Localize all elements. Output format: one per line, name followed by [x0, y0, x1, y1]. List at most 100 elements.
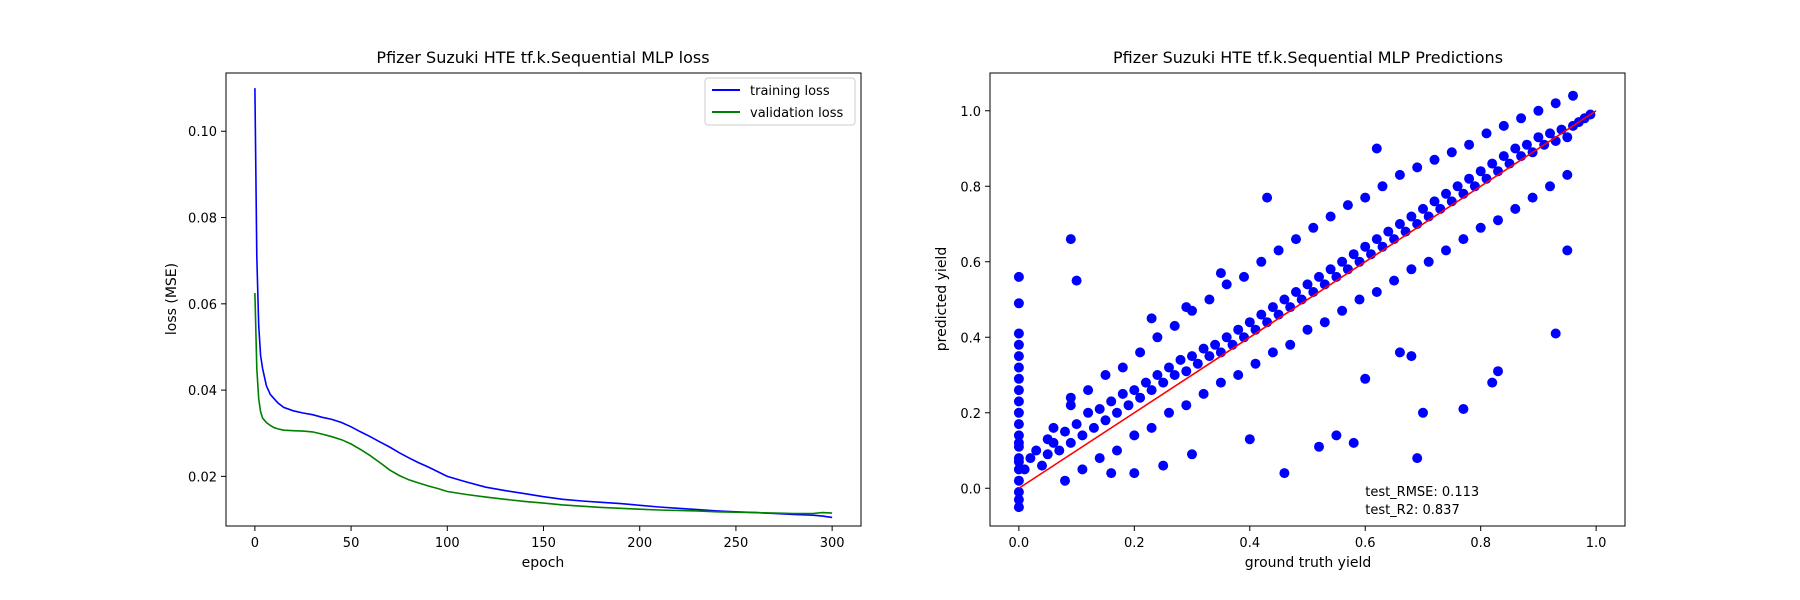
- loss-ytick-label: 0.06: [188, 298, 217, 313]
- prediction-point: [1013, 351, 1024, 362]
- predictions-chart: Pfizer Suzuki HTE tf.k.Sequential MLP Pr…: [934, 48, 1626, 571]
- prediction-point: [1060, 475, 1070, 486]
- prediction-point: [1291, 234, 1301, 245]
- prediction-point: [1550, 328, 1561, 339]
- prediction-point: [1441, 188, 1451, 199]
- pred-xtick-label: 0.4: [1239, 536, 1260, 551]
- prediction-point: [1423, 256, 1434, 267]
- prediction-point: [1129, 430, 1140, 441]
- loss-chart-frame: [225, 72, 862, 527]
- prediction-point: [1406, 351, 1417, 362]
- prediction-point: [1175, 354, 1186, 365]
- pred-ytick-label: 0.6: [960, 256, 981, 271]
- prediction-point: [1140, 377, 1151, 388]
- prediction-point: [1135, 392, 1146, 403]
- prediction-point: [1308, 222, 1319, 233]
- prediction-point: [1065, 400, 1076, 411]
- prediction-point: [1013, 298, 1024, 309]
- prediction-point: [1302, 324, 1313, 335]
- prediction-point: [1146, 385, 1157, 396]
- prediction-point: [1013, 362, 1024, 373]
- prediction-point: [1256, 256, 1267, 267]
- loss-chart: Pfizer Suzuki HTE tf.k.Sequential MLP lo…: [164, 48, 862, 571]
- prediction-point: [1545, 128, 1555, 139]
- pred-ytick-label: 0.4: [960, 331, 981, 346]
- prediction-point: [1192, 358, 1203, 369]
- prediction-point: [1446, 147, 1457, 158]
- pred-xtick-label: 0.8: [1470, 536, 1491, 551]
- prediction-point: [1025, 453, 1036, 464]
- prediction-point: [1337, 305, 1348, 316]
- prediction-point: [1065, 234, 1076, 245]
- prediction-point: [1233, 370, 1244, 380]
- prediction-point: [1510, 143, 1521, 154]
- prediction-point: [1181, 366, 1192, 377]
- prediction-point: [1042, 434, 1053, 445]
- legend-validation-label: validation loss: [750, 106, 843, 121]
- prediction-point: [1013, 407, 1024, 418]
- prediction-point: [1377, 181, 1388, 192]
- prediction-point: [1273, 245, 1284, 256]
- prediction-point: [1112, 445, 1122, 456]
- prediction-point: [1117, 388, 1128, 399]
- loss-chart-ticks: 0 50 100 150 200 250 300 0.02 0.04 0.06 0.08 0.10: [188, 125, 845, 551]
- prediction-point: [1146, 313, 1157, 324]
- prediction-point: [1550, 98, 1561, 109]
- prediction-point: [1429, 196, 1440, 207]
- prediction-point: [1187, 449, 1197, 460]
- prediction-point: [1464, 139, 1475, 150]
- prediction-point: [1325, 264, 1336, 275]
- prediction-point: [1013, 373, 1024, 384]
- prediction-point: [1383, 226, 1394, 237]
- predictions-chart-ticks: 0.0 0.2 0.4 0.6 0.8 1.0 0.0 0.2 0.4 0.6 0.8 1.0: [960, 105, 1606, 551]
- prediction-point: [1314, 441, 1324, 452]
- loss-chart-xlabel: epoch: [522, 555, 565, 571]
- prediction-point: [1221, 279, 1232, 290]
- prediction-point: [1013, 396, 1024, 407]
- prediction-point: [1065, 392, 1076, 403]
- prediction-point: [1510, 203, 1521, 214]
- prediction-point: [1521, 139, 1532, 150]
- prediction-point: [1533, 132, 1544, 143]
- prediction-point: [1545, 181, 1555, 192]
- prediction-point: [1181, 302, 1192, 313]
- pred-xtick-label: 0.2: [1124, 536, 1145, 551]
- prediction-point: [1112, 407, 1122, 418]
- prediction-point: [1123, 400, 1134, 411]
- prediction-point: [1267, 347, 1278, 358]
- test-rmse-annotation: test_RMSE: 0.113: [1365, 485, 1479, 500]
- validation-loss-line: [254, 292, 833, 515]
- prediction-point: [1429, 154, 1440, 165]
- prediction-point: [1418, 203, 1428, 214]
- pred-ytick-label: 0.8: [960, 180, 981, 195]
- prediction-point: [1464, 173, 1475, 184]
- loss-xtick-label: 0: [251, 536, 259, 551]
- prediction-point: [1215, 268, 1226, 279]
- prediction-point: [1152, 370, 1163, 380]
- prediction-point: [1360, 373, 1371, 384]
- prediction-point: [1158, 377, 1169, 388]
- prediction-point: [1302, 279, 1313, 290]
- prediction-point: [1348, 249, 1359, 260]
- prediction-point: [1256, 309, 1267, 320]
- loss-xtick-label: 250: [724, 536, 749, 551]
- prediction-point: [1221, 332, 1232, 343]
- prediction-point: [1562, 132, 1573, 143]
- prediction-point: [1013, 437, 1024, 448]
- prediction-point: [1394, 169, 1405, 180]
- loss-ytick-label: 0.10: [188, 125, 217, 140]
- prediction-point: [1088, 422, 1099, 433]
- prediction-point: [1129, 468, 1140, 479]
- prediction-point: [1325, 211, 1336, 222]
- prediction-point: [1418, 407, 1428, 418]
- legend-frame: [704, 77, 856, 126]
- loss-chart-legend[interactable]: training loss validation loss: [704, 77, 856, 126]
- prediction-point: [1458, 234, 1469, 245]
- prediction-point: [1487, 377, 1498, 388]
- prediction-point: [1516, 113, 1527, 124]
- prediction-point: [1169, 370, 1180, 380]
- prediction-point: [1013, 271, 1024, 282]
- predictions-chart-frame: [989, 72, 1626, 527]
- prediction-point: [1314, 271, 1324, 282]
